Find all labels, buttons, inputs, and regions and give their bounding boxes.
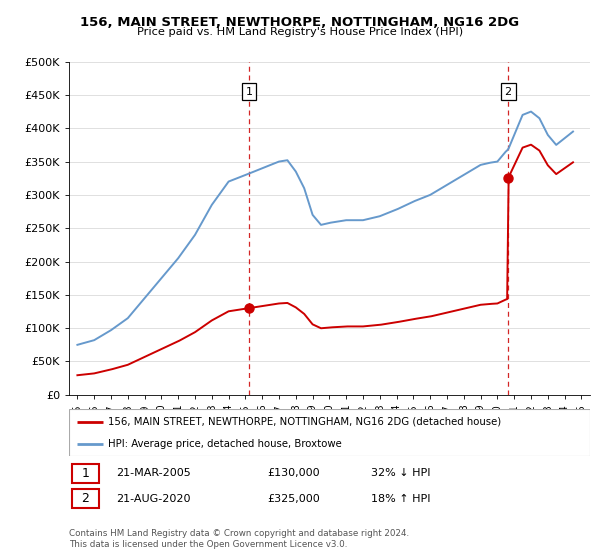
Text: 156, MAIN STREET, NEWTHORPE, NOTTINGHAM, NG16 2DG (detached house): 156, MAIN STREET, NEWTHORPE, NOTTINGHAM,…	[108, 417, 502, 427]
Text: 1: 1	[81, 467, 89, 480]
Text: HPI: Average price, detached house, Broxtowe: HPI: Average price, detached house, Brox…	[108, 438, 342, 449]
Text: 1: 1	[245, 87, 253, 96]
Text: Contains HM Land Registry data © Crown copyright and database right 2024.
This d: Contains HM Land Registry data © Crown c…	[69, 529, 409, 549]
Text: £130,000: £130,000	[267, 468, 320, 478]
Text: 2: 2	[505, 87, 512, 96]
Text: 18% ↑ HPI: 18% ↑ HPI	[371, 493, 431, 503]
Text: 2: 2	[81, 492, 89, 505]
FancyBboxPatch shape	[71, 464, 98, 483]
FancyBboxPatch shape	[71, 489, 98, 508]
Text: 21-MAR-2005: 21-MAR-2005	[116, 468, 191, 478]
Text: £325,000: £325,000	[267, 493, 320, 503]
Text: 21-AUG-2020: 21-AUG-2020	[116, 493, 190, 503]
Text: 32% ↓ HPI: 32% ↓ HPI	[371, 468, 431, 478]
Text: Price paid vs. HM Land Registry's House Price Index (HPI): Price paid vs. HM Land Registry's House …	[137, 27, 463, 38]
Text: 156, MAIN STREET, NEWTHORPE, NOTTINGHAM, NG16 2DG: 156, MAIN STREET, NEWTHORPE, NOTTINGHAM,…	[80, 16, 520, 29]
